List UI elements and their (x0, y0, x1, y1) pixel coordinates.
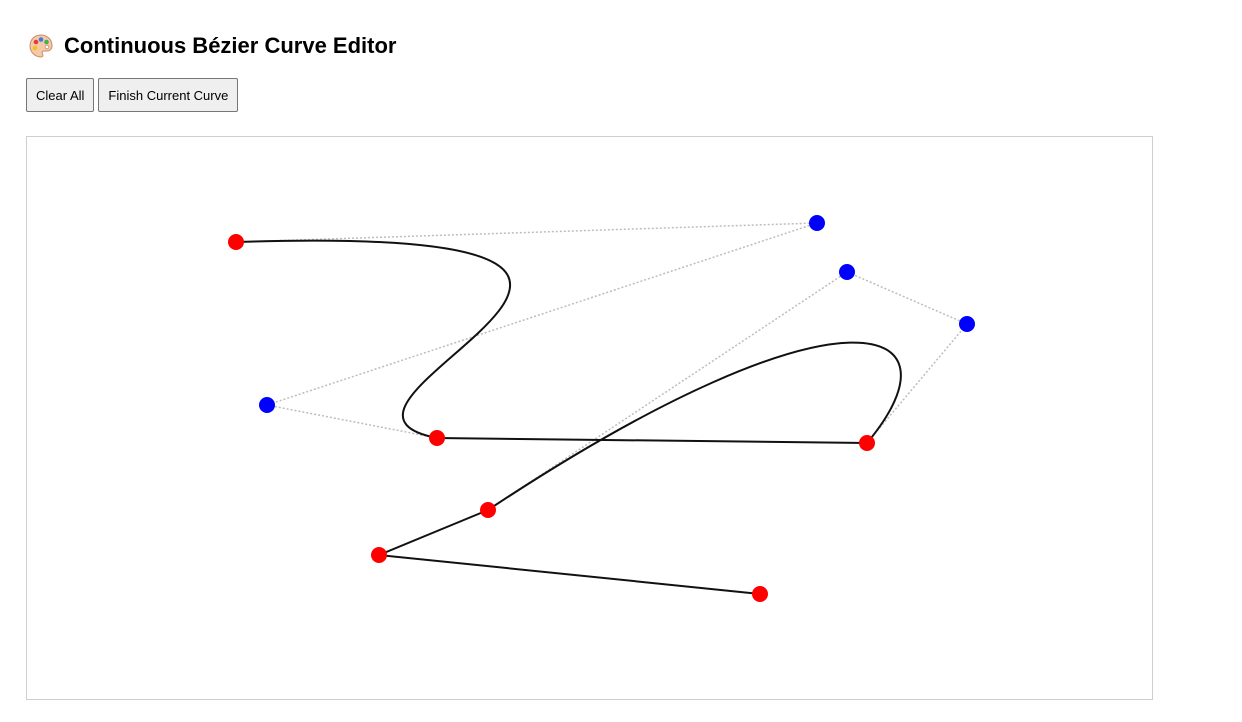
anchor-point-handle[interactable] (752, 586, 768, 602)
control-point-handle[interactable] (259, 397, 275, 413)
anchor-point-handle[interactable] (859, 435, 875, 451)
control-guide-line (266, 404, 438, 439)
points-layer (228, 215, 975, 602)
bezier-curve (487, 341, 902, 511)
anchor-point-handle[interactable] (228, 234, 244, 250)
line-segment (378, 509, 489, 556)
toolbar: Clear All Finish Current Curve (26, 78, 239, 112)
control-guide-line (846, 271, 968, 325)
header: Continuous Bézier Curve Editor (28, 30, 396, 62)
bezier-curve (235, 239, 512, 439)
clear-all-button[interactable]: Clear All (26, 78, 95, 112)
line-segment (436, 437, 868, 444)
curve-paths (235, 239, 902, 595)
control-point-handle[interactable] (839, 264, 855, 280)
finish-current-curve-button[interactable]: Finish Current Curve (98, 78, 239, 112)
control-point-handle[interactable] (959, 316, 975, 332)
drawing-canvas[interactable] (26, 136, 1153, 700)
page-title: Continuous Bézier Curve Editor (64, 33, 397, 58)
control-point-handle[interactable] (809, 215, 825, 231)
guide-lines (235, 222, 968, 595)
anchor-point-handle[interactable] (480, 502, 496, 518)
anchor-point-handle[interactable] (371, 547, 387, 563)
control-guide-line (866, 323, 968, 444)
artist-palette-icon (28, 33, 54, 59)
anchor-point-handle[interactable] (429, 430, 445, 446)
line-segment (378, 554, 761, 595)
curve-canvas-svg[interactable] (27, 137, 1152, 699)
control-guide-line (266, 222, 818, 406)
control-guide-line (235, 222, 818, 243)
